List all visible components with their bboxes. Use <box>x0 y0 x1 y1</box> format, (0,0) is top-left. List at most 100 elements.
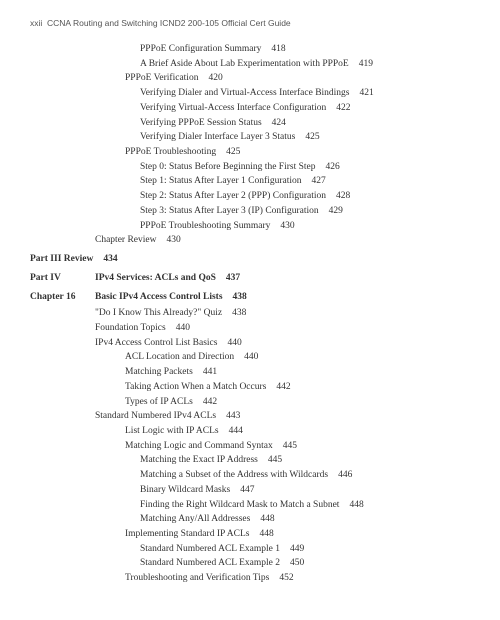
toc-page-number: 425 <box>305 132 319 142</box>
toc-page-number: 430 <box>166 235 180 245</box>
toc-page-number: 445 <box>268 455 282 465</box>
toc-part-label: Part IV <box>30 271 95 286</box>
toc-entry-text: Chapter Review <box>95 235 156 245</box>
toc-entry: Foundation Topics 440 <box>95 321 480 336</box>
toc-entry: Step 2: Status After Layer 2 (PPP) Confi… <box>140 189 480 204</box>
toc-page-number: 430 <box>280 221 294 231</box>
toc-entry-text: Matching Packets <box>125 367 193 377</box>
toc-page-number: 420 <box>208 73 222 83</box>
toc-entry-text: Step 3: Status After Layer 3 (IP) Config… <box>140 206 319 216</box>
toc-page-number: 438 <box>233 292 247 302</box>
toc-entry-text: Foundation Topics <box>95 323 166 333</box>
toc-page-number: 421 <box>360 88 374 98</box>
toc-entry: Verifying Virtual-Access Interface Confi… <box>140 101 480 116</box>
toc-entry: PPPoE Troubleshooting Summary 430 <box>140 219 480 234</box>
toc-entry: PPPoE Verification 420 <box>125 71 480 86</box>
toc-entry-text: Standard Numbered ACL Example 1 <box>140 544 280 554</box>
toc-entry: PPPoE Troubleshooting 425 <box>125 145 480 160</box>
table-of-contents: PPPoE Configuration Summary418A Brief As… <box>30 42 480 586</box>
toc-entry: Verifying Dialer Interface Layer 3 Statu… <box>140 130 480 145</box>
toc-entry-text: Step 0: Status Before Beginning the Firs… <box>140 162 315 172</box>
toc-entry-text: Verifying Dialer Interface Layer 3 Statu… <box>140 132 295 142</box>
toc-page-number: 444 <box>229 426 243 436</box>
book-title: CCNA Routing and Switching ICND2 200-105… <box>47 18 291 28</box>
page-roman: xxii <box>30 18 42 28</box>
toc-page-number: 442 <box>203 397 217 407</box>
toc-entry: Step 0: Status Before Beginning the Firs… <box>140 160 480 175</box>
toc-page-number: 442 <box>276 382 290 392</box>
toc-page-number: 440 <box>176 323 190 333</box>
toc-entry: Finding the Right Wildcard Mask to Match… <box>140 498 480 513</box>
toc-part-row: Part IVIPv4 Services: ACLs and QoS437 <box>30 271 480 286</box>
toc-entry: Matching the Exact IP Address445 <box>140 453 480 468</box>
toc-entry-text: Finding the Right Wildcard Mask to Match… <box>140 500 339 510</box>
toc-part-label: Chapter 16 <box>30 290 95 305</box>
toc-entry: Standard Numbered ACL Example 1 449 <box>140 542 480 557</box>
toc-page-number: 448 <box>259 529 273 539</box>
toc-entry: Binary Wildcard Masks 447 <box>140 483 480 498</box>
toc-entry-text: ACL Location and Direction <box>125 352 234 362</box>
toc-entry-text: List Logic with IP ACLs <box>125 426 219 436</box>
toc-entry-text: Verifying PPPoE Session Status <box>140 118 262 128</box>
toc-entry: Matching Logic and Command Syntax 445 <box>125 439 480 454</box>
toc-page-number: 434 <box>103 252 117 267</box>
toc-entry: Chapter Review 430 <box>95 233 480 248</box>
toc-page-number: 426 <box>325 162 339 172</box>
toc-page-number: 449 <box>290 544 304 554</box>
toc-page-number: 450 <box>290 558 304 568</box>
toc-entry: Verifying PPPoE Session Status 424 <box>140 116 480 131</box>
toc-page-number: 440 <box>244 352 258 362</box>
toc-part-row: Chapter 16Basic IPv4 Access Control List… <box>30 290 480 305</box>
toc-entry: Matching a Subset of the Address with Wi… <box>140 468 480 483</box>
toc-page-number: 452 <box>279 573 293 583</box>
toc-entry-text: Verifying Dialer and Virtual-Access Inte… <box>140 88 350 98</box>
toc-page-number: 429 <box>329 206 343 216</box>
toc-page-number: 440 <box>227 338 241 348</box>
toc-entry-text: Troubleshooting and Verification Tips <box>125 573 269 583</box>
toc-part-title-wrap: Basic IPv4 Access Control Lists 438 <box>95 290 480 305</box>
toc-entry: Implementing Standard IP ACLs 448 <box>125 527 480 542</box>
toc-page-number: 446 <box>338 470 352 480</box>
toc-entry-text: Matching a Subset of the Address with Wi… <box>140 470 328 480</box>
toc-entry-text: Taking Action When a Match Occurs <box>125 382 266 392</box>
toc-entry-text: Step 1: Status After Layer 1 Configurati… <box>140 176 301 186</box>
toc-page-number: 422 <box>336 103 350 113</box>
toc-entry-text: PPPoE Troubleshooting <box>125 147 216 157</box>
toc-entry-text: PPPoE Troubleshooting Summary <box>140 221 270 231</box>
toc-page-number: 447 <box>240 485 254 495</box>
toc-entry-text: Step 2: Status After Layer 2 (PPP) Confi… <box>140 191 326 201</box>
toc-entry: Types of IP ACLs 442 <box>125 395 480 410</box>
toc-page-number: 427 <box>311 176 325 186</box>
toc-page-number: 445 <box>283 441 297 451</box>
toc-page-number: 437 <box>226 273 240 283</box>
toc-entry-text: IPv4 Access Control List Basics <box>95 338 217 348</box>
toc-part-row: Part III Review 434 <box>30 252 480 267</box>
toc-entry: Troubleshooting and Verification Tips 452 <box>125 571 480 586</box>
toc-entry-text: Standard Numbered ACL Example 2 <box>140 558 280 568</box>
toc-page-number: 424 <box>272 118 286 128</box>
toc-entry: List Logic with IP ACLs 444 <box>125 424 480 439</box>
toc-entry: PPPoE Configuration Summary 418 <box>140 42 480 57</box>
toc-entry-text: Verifying Virtual-Access Interface Confi… <box>140 103 326 113</box>
toc-entry-text: Implementing Standard IP ACLs <box>125 529 249 539</box>
toc-page-number: 418 <box>271 44 285 54</box>
toc-entry: IPv4 Access Control List Basics 440 <box>95 336 480 351</box>
toc-part-label: Part III Review <box>30 252 93 267</box>
toc-part-title-wrap: IPv4 Services: ACLs and QoS437 <box>95 271 480 286</box>
toc-entry: Taking Action When a Match Occurs 442 <box>125 380 480 395</box>
page-header: xxii CCNA Routing and Switching ICND2 20… <box>30 18 480 28</box>
toc-entry-text: Basic IPv4 Access Control Lists <box>95 292 223 302</box>
toc-entry-text: Types of IP ACLs <box>125 397 193 407</box>
toc-page-number: 419 <box>359 59 373 69</box>
toc-entry: Standard Numbered IPv4 ACLs443 <box>95 409 480 424</box>
toc-entry-text: Standard Numbered IPv4 ACLs <box>95 411 216 421</box>
toc-entry-text: Binary Wildcard Masks <box>140 485 230 495</box>
toc-entry-text: Matching Logic and Command Syntax <box>125 441 273 451</box>
toc-entry: Verifying Dialer and Virtual-Access Inte… <box>140 86 480 101</box>
toc-entry-text: Matching Any/All Addresses <box>140 514 250 524</box>
toc-entry: "Do I Know This Already?" Quiz438 <box>95 306 480 321</box>
toc-page-number: 448 <box>260 514 274 524</box>
toc-entry-text: PPPoE Configuration Summary <box>140 44 261 54</box>
toc-page-number: 425 <box>226 147 240 157</box>
toc-entry-text: PPPoE Verification <box>125 73 198 83</box>
